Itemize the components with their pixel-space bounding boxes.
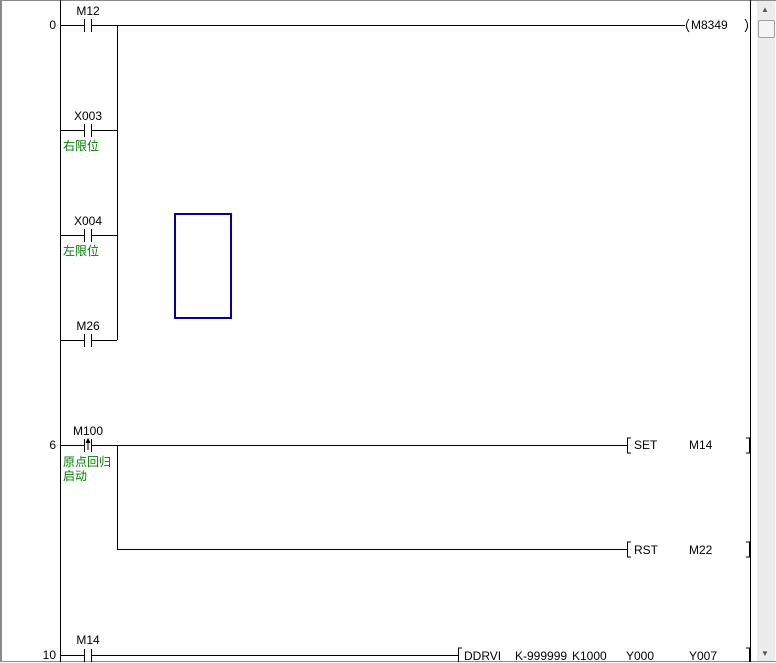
instruction-set[interactable]: SET: [634, 438, 658, 452]
instruction-rst[interactable]: RST: [634, 543, 658, 557]
contact-M100-rising[interactable]: M100: [72, 424, 104, 438]
contact-X004[interactable]: X004: [73, 214, 103, 228]
device-comment: 原点回归: [63, 455, 112, 469]
device-comment: 启动: [63, 469, 88, 483]
contact-X003[interactable]: X003: [73, 109, 103, 123]
step-number: 0: [49, 18, 56, 32]
operand-M22[interactable]: M22: [689, 543, 713, 557]
rung-6-lines: [60, 437, 750, 558]
instruction-ddrvi[interactable]: DDRVI: [464, 649, 502, 663]
step-number: 6: [49, 438, 56, 452]
contact-M26[interactable]: M26: [76, 319, 100, 333]
operand[interactable]: Y000: [626, 649, 655, 663]
coil-left: [686, 18, 690, 33]
operand[interactable]: Y007: [689, 649, 718, 663]
rung-0-lines: [60, 18, 748, 347]
scroll-down-icon[interactable]: ▼: [761, 649, 769, 658]
coil-M8349[interactable]: M8349: [691, 18, 728, 32]
device-comment: 左限位: [63, 244, 100, 258]
device-comment: 右限位: [63, 139, 100, 153]
operand-M14[interactable]: M14: [689, 438, 713, 452]
contact-M12[interactable]: M12: [76, 4, 100, 18]
operand[interactable]: K1000: [572, 649, 607, 663]
step-number: 10: [42, 648, 56, 662]
vertical-scrollbar[interactable]: ▲ ▼: [757, 1, 775, 661]
scroll-up-icon[interactable]: ▲: [761, 5, 769, 14]
contact-M14[interactable]: M14: [76, 633, 100, 647]
operand[interactable]: K-999999: [515, 649, 568, 663]
cursor-selection[interactable]: [174, 213, 232, 319]
coil-right: [744, 18, 748, 33]
scrollbar-thumb[interactable]: [758, 20, 775, 38]
rung-10-lines: [60, 647, 750, 662]
